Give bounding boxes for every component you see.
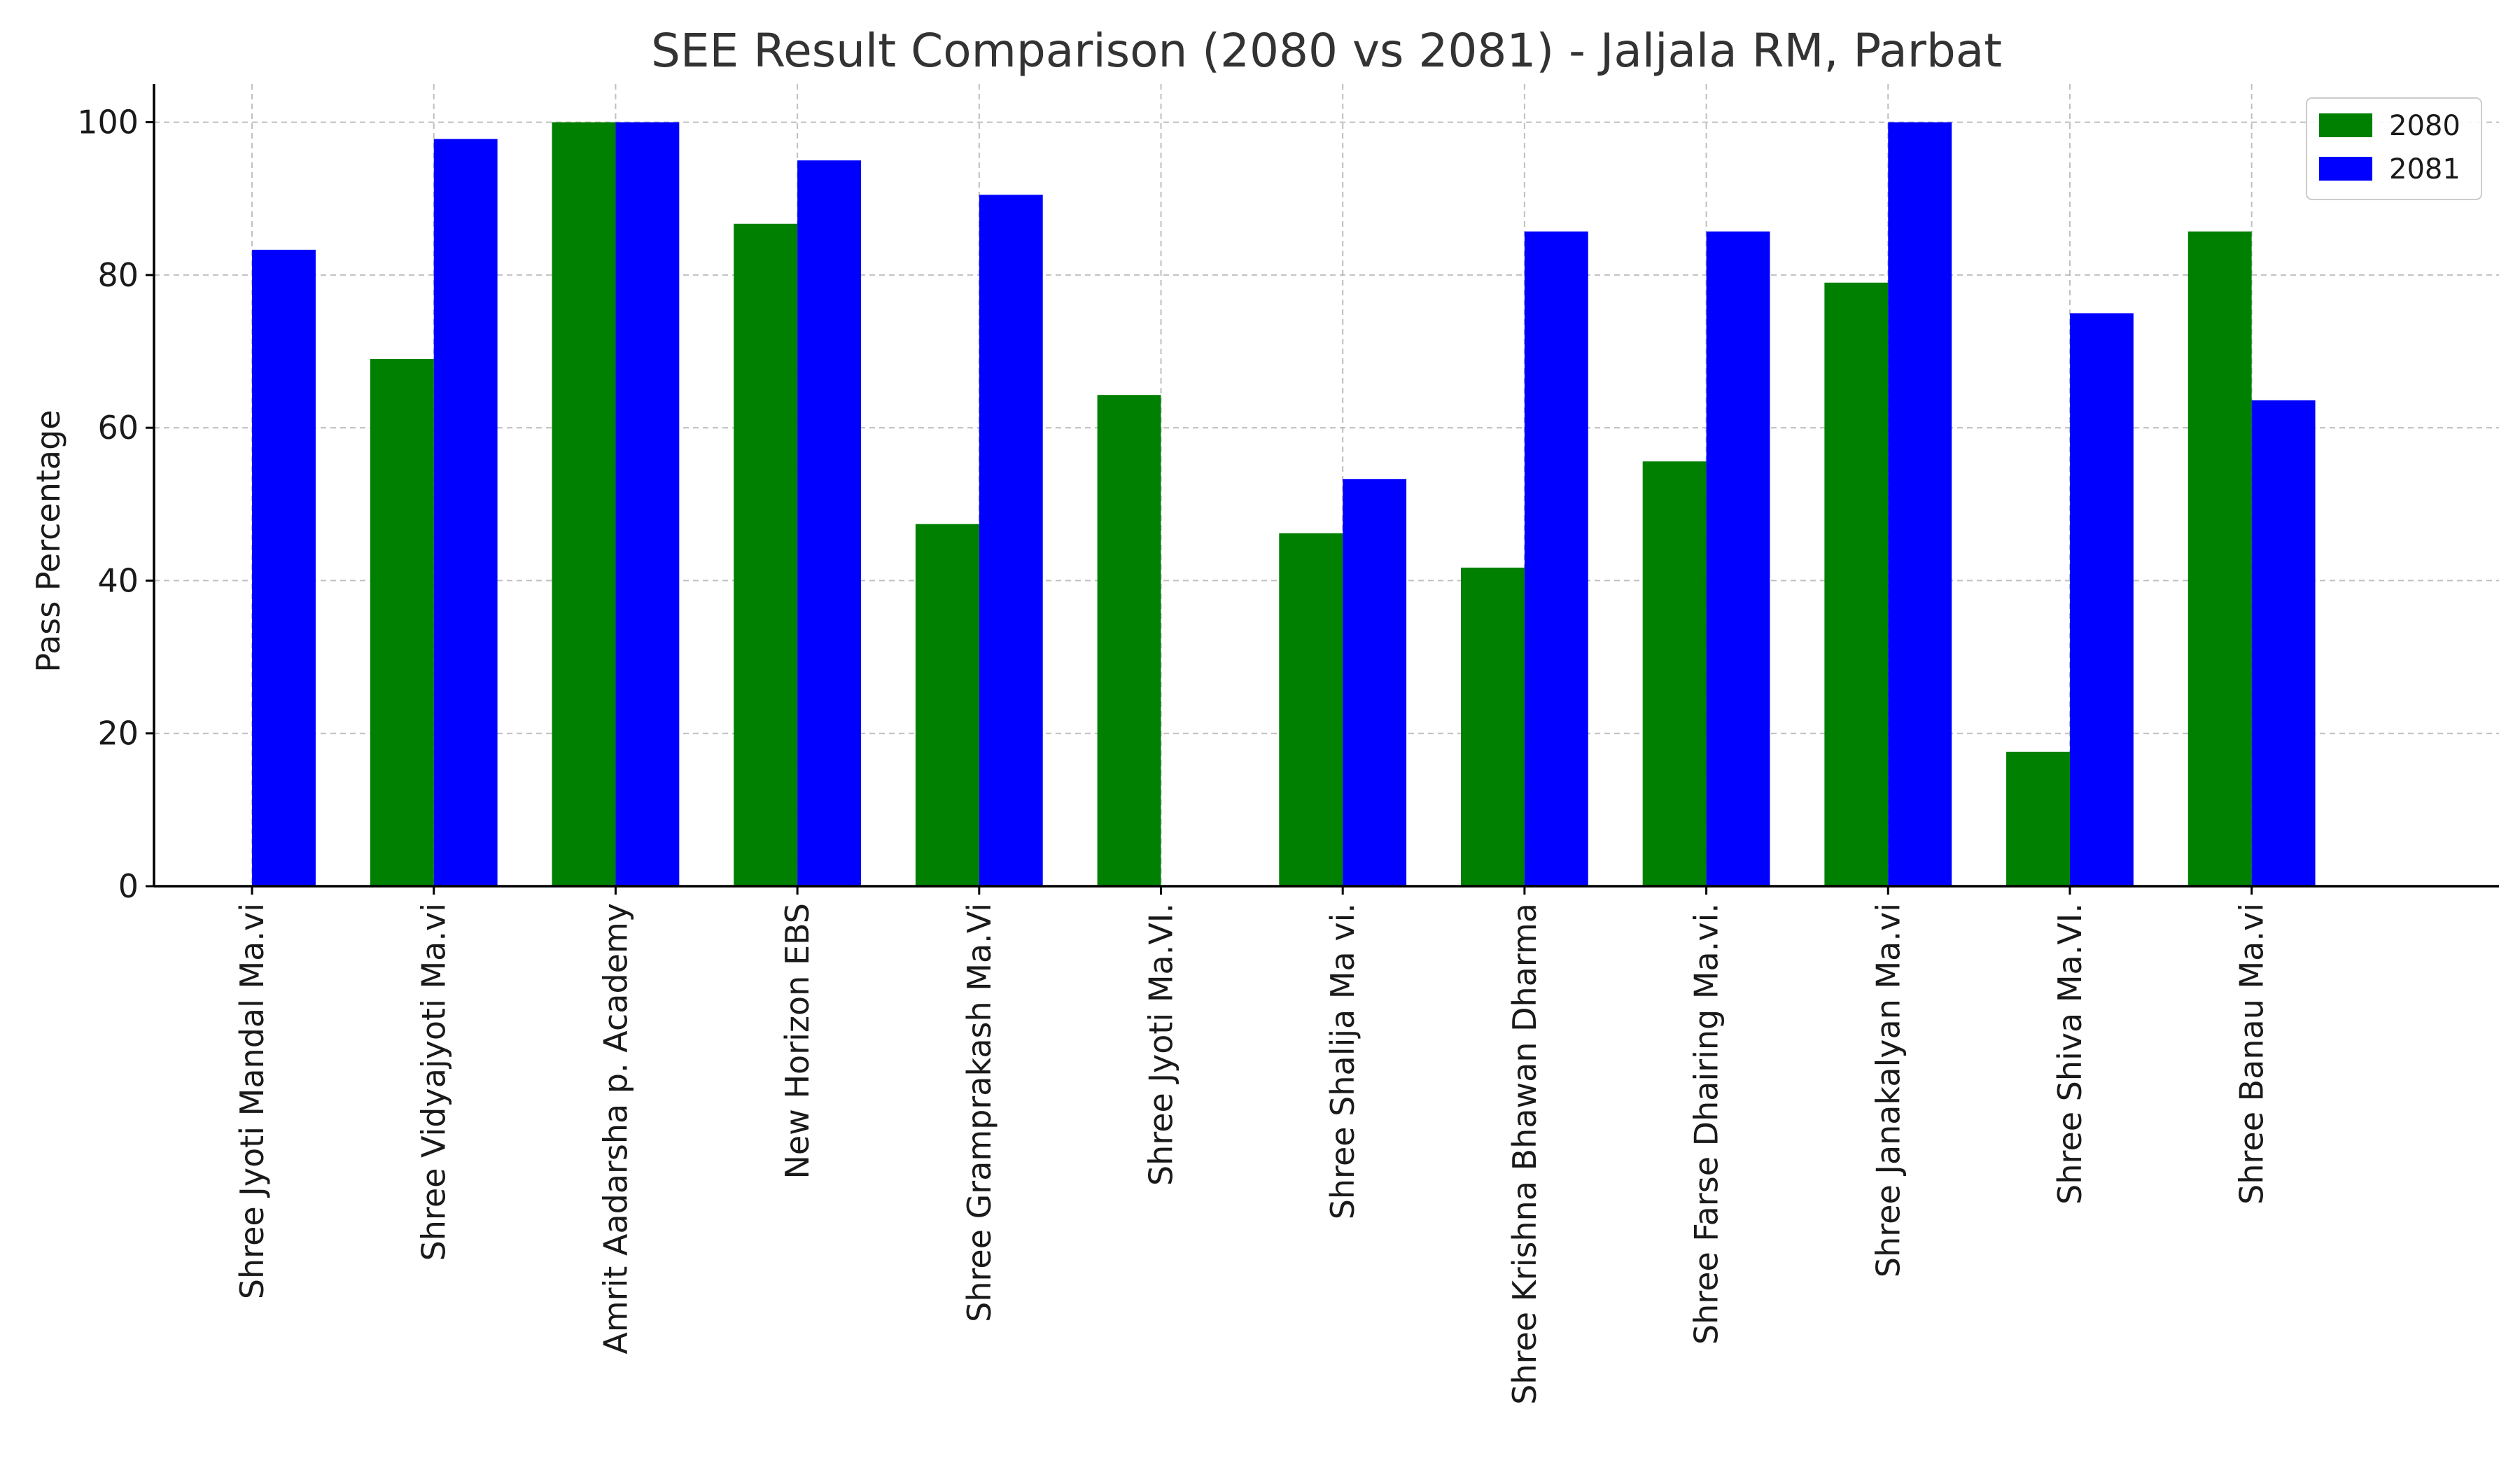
legend-swatch-2081	[2319, 157, 2372, 181]
legend-swatch-2080	[2319, 113, 2372, 137]
bar-2080-7	[1460, 567, 1525, 886]
bar-2080-9	[1824, 282, 1889, 886]
bar-2081-7	[1524, 231, 1588, 886]
bar-2080-1	[370, 358, 434, 886]
x-tick-label: Shree Vidyajyoti Ma.vi	[415, 903, 453, 1261]
x-tick-label: Amrit Aadarsha p. Academy	[596, 903, 634, 1354]
y-axis-ticks: 0 20 40 60 80 100	[77, 104, 154, 905]
x-tick-label: Shree Jyoti Mandal Ma.vi	[233, 903, 271, 1299]
bar-2081-10	[2069, 313, 2134, 886]
y-tick-label: 20	[97, 715, 139, 752]
x-tick-label: Shree Shiva Ma.VI.	[2051, 903, 2089, 1205]
bars	[252, 122, 2316, 887]
x-tick-label: Shree Jyoti Ma.VI.	[1142, 903, 1180, 1186]
legend-label-2080: 2080	[2389, 110, 2460, 142]
bar-2081-1	[433, 139, 498, 886]
bar-2081-3	[797, 160, 862, 887]
bar-2080-2	[552, 122, 616, 887]
y-tick-label: 40	[97, 561, 139, 599]
bar-2080-8	[1642, 461, 1707, 886]
y-tick-label: 80	[97, 256, 139, 294]
bar-2080-3	[734, 223, 798, 886]
y-tick-label: 100	[77, 104, 139, 141]
x-tick-label: Shree Banau Ma.vi	[2233, 903, 2271, 1205]
legend: 2080 2081	[2306, 97, 2482, 200]
x-axis-ticks: Shree Jyoti Mandal Ma.vi Shree Vidyajyoti…	[233, 886, 2271, 1405]
chart-title: SEE Result Comparison (2080 vs 2081) - J…	[651, 24, 2002, 78]
x-tick-label: Shree Farse Dhairing Ma.vi.	[1688, 903, 1726, 1345]
y-tick-label: 0	[118, 867, 139, 905]
bar-2080-11	[2188, 231, 2252, 886]
bar-2080-6	[1279, 533, 1343, 886]
x-tick-label: Shree Krishna Bhawan Dharma	[1506, 903, 1544, 1405]
axes	[153, 84, 2499, 888]
bar-2080-4	[915, 524, 979, 886]
x-tick-label: Shree Gramprakash Ma.Vi	[960, 903, 998, 1322]
x-tick-label: New Horizon EBS	[778, 903, 816, 1179]
bar-2081-2	[615, 122, 680, 887]
x-tick-label: Shree Shalija Ma vi.	[1324, 903, 1362, 1219]
bar-2081-6	[1343, 479, 1407, 886]
bar-2080-10	[2006, 751, 2070, 886]
x-tick-label: Shree Janakalyan Ma.vi	[1869, 903, 1907, 1278]
bar-2081-11	[2251, 400, 2316, 886]
bar-2081-4	[979, 195, 1043, 886]
y-tick-label: 60	[97, 409, 139, 447]
y-axis-label: Pass Percentage	[29, 410, 67, 672]
bar-2081-9	[1888, 122, 1952, 887]
bar-2080-5	[1097, 395, 1161, 886]
legend-label-2081: 2081	[2389, 153, 2460, 186]
bar-2081-8	[1706, 231, 1770, 886]
bar-2081-0	[252, 249, 316, 887]
